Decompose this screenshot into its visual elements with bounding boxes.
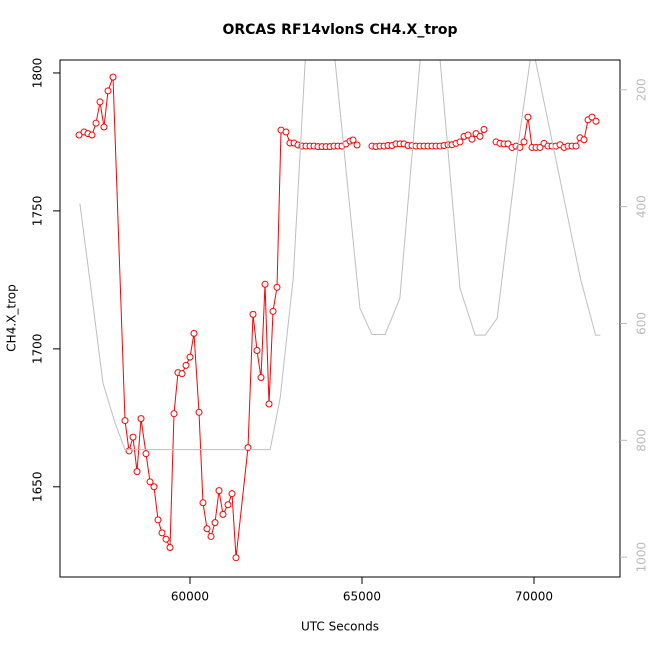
x-tick-label: 70000 <box>515 590 553 604</box>
data-point <box>125 447 133 455</box>
data-point <box>480 126 488 134</box>
y2-tick-label: 800 <box>635 429 649 452</box>
data-point <box>182 361 190 369</box>
data-point <box>257 374 265 382</box>
data-point <box>536 143 544 151</box>
data-point <box>580 136 588 144</box>
y-axis-label: CH4.X_trop <box>5 284 19 351</box>
data-point <box>88 131 96 139</box>
data-point <box>121 417 129 425</box>
data-point <box>244 444 252 452</box>
y2-tick-label: 400 <box>635 195 649 218</box>
data-point <box>524 113 532 121</box>
data-point <box>349 136 357 144</box>
y-tick-label: 1750 <box>31 196 45 227</box>
y2-tick-label: 600 <box>635 312 649 335</box>
data-point <box>162 535 170 543</box>
chart-title: ORCAS RF14vlonS CH4.X_trop <box>222 22 457 38</box>
data-point <box>190 329 198 337</box>
data-point <box>588 113 596 121</box>
data-point <box>195 408 203 416</box>
x-axis-label: UTC Seconds <box>301 620 379 634</box>
data-point <box>75 131 83 139</box>
data-point <box>109 73 117 81</box>
data-point <box>142 450 150 458</box>
data-point <box>92 119 100 127</box>
data-point <box>215 487 223 495</box>
x-tick-label: 60000 <box>171 590 209 604</box>
data-point <box>476 132 484 140</box>
data-point <box>249 310 257 318</box>
data-point <box>253 347 261 355</box>
data-point <box>154 516 162 524</box>
data-point <box>464 131 472 139</box>
data-point <box>224 501 232 509</box>
data-point <box>468 135 476 143</box>
data-point <box>211 519 219 527</box>
data-point <box>104 87 112 95</box>
data-point <box>282 128 290 136</box>
data-point <box>520 138 528 146</box>
y2-tick-label: 200 <box>635 78 649 101</box>
data-point <box>228 490 236 498</box>
y2-tick-label: 1000 <box>635 542 649 573</box>
data-point <box>203 525 211 533</box>
data-point <box>166 543 174 551</box>
data-point <box>96 98 104 106</box>
y-tick-label: 1700 <box>31 334 45 365</box>
y-tick-label: 1650 <box>31 472 45 503</box>
data-point <box>269 307 277 315</box>
data-point <box>129 433 137 441</box>
data-point <box>146 478 154 486</box>
data-point <box>456 138 464 146</box>
data-point <box>186 353 194 361</box>
data-point <box>261 280 269 288</box>
data-point <box>133 468 141 476</box>
plot-area <box>75 60 601 562</box>
data-point <box>273 283 281 291</box>
x-tick-label: 65000 <box>343 590 381 604</box>
data-point <box>100 123 108 131</box>
data-point <box>137 415 145 423</box>
plot-frame <box>59 59 621 578</box>
data-point <box>207 532 215 540</box>
data-point <box>219 510 227 518</box>
series-line <box>79 60 601 451</box>
y-tick-label: 1800 <box>31 58 45 89</box>
data-point <box>199 499 207 507</box>
data-point <box>158 529 166 537</box>
data-point <box>572 142 580 150</box>
data-point <box>265 400 273 408</box>
data-point <box>170 410 178 418</box>
data-point <box>592 117 600 125</box>
data-point <box>178 370 186 378</box>
data-point <box>353 141 361 149</box>
data-point <box>150 483 158 491</box>
data-point <box>232 554 240 562</box>
